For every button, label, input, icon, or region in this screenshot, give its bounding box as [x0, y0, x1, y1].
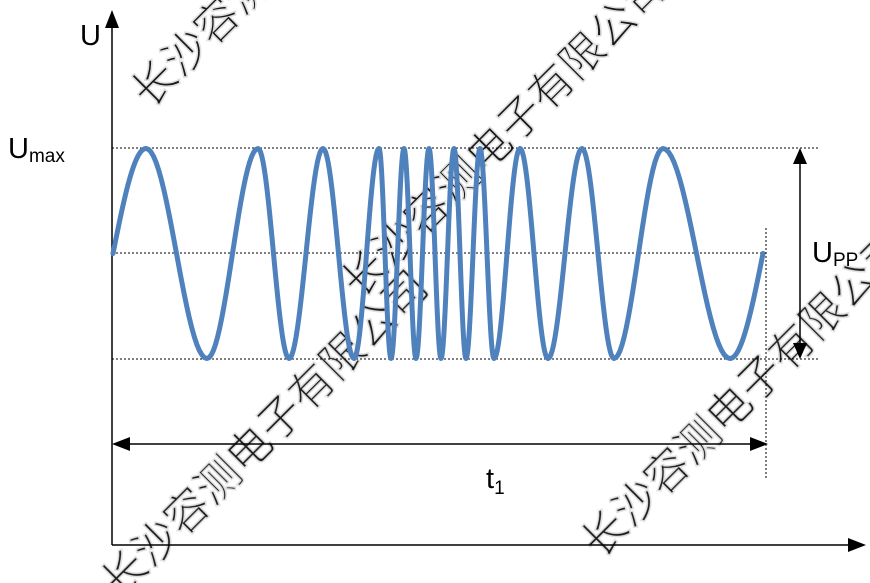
- watermark-mark-4: 长沙容测电子有限公司: [572, 220, 870, 567]
- u-pp-label-sub: PP: [833, 250, 858, 271]
- u-max-label-sub: max: [29, 146, 65, 167]
- watermark-text-4: 长沙容测电子有限公司: [572, 221, 870, 567]
- watermark-mark-1: 长沙容测电子有限公司: [122, 0, 469, 118]
- upp-arrow-up-icon: [793, 148, 807, 164]
- y-axis-arrow-icon: [105, 10, 119, 28]
- u-max-label-main: U: [8, 133, 29, 165]
- y-axis-label: U: [80, 20, 101, 52]
- watermark-text-1: 长沙容测电子有限公司: [122, 0, 468, 117]
- u-pp-label-main: U: [812, 237, 833, 269]
- x-axis-arrow-icon: [848, 538, 866, 552]
- sweep-waveform: [110, 146, 766, 361]
- upp-arrow-down-icon: [793, 343, 807, 359]
- t1-label-main: t: [486, 463, 494, 495]
- t1-label-sub: 1: [494, 478, 505, 499]
- t1-arrow-right-icon: [750, 437, 768, 451]
- t1-label: t1: [486, 463, 505, 499]
- t1-arrow-left-icon: [112, 437, 130, 451]
- u-max-label: Umax: [8, 133, 65, 167]
- u-pp-label: UPP: [812, 237, 858, 271]
